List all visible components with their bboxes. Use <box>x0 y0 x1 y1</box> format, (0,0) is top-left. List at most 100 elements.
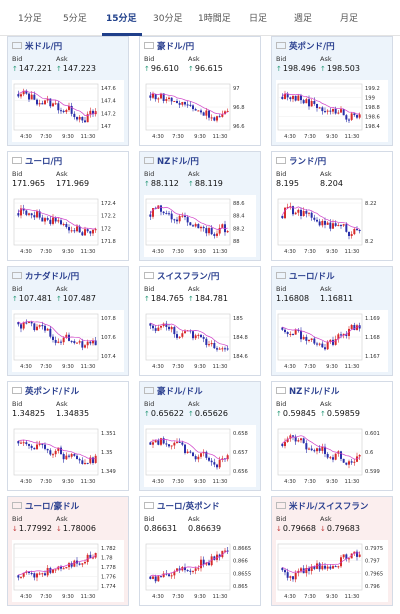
pair-name-link[interactable]: 豪ドル/ドル <box>157 386 203 397</box>
candlestick-chart[interactable]: 185 184.8 184.6 4:30 7:30 9:30 11:30 <box>144 310 256 372</box>
currency-card[interactable]: ユーロ/ドル Bid Ask 1.16808 1.16811 1.169 1.168 1.16… <box>271 266 393 376</box>
candle-body <box>70 230 73 232</box>
candlestick-chart[interactable]: 0.601 0.6 0.599 4:30 7:30 9:30 11:30 <box>276 425 388 487</box>
tab-0[interactable]: 1分足 <box>18 14 42 24</box>
tab-5[interactable]: 日足 <box>249 14 268 24</box>
candle-body <box>33 94 36 100</box>
currency-card[interactable]: 豪ドル/円 Bid Ask ↑96.610 ↑96.615 97 96.8 96.6 4:30 7… <box>139 36 261 146</box>
tab-1[interactable]: 5分足 <box>63 14 87 24</box>
currency-card[interactable]: ユーロ/豪ドル Bid Ask ↓1.77992 ↓1.78006 1.782 1.78 1.… <box>7 496 129 606</box>
ask-price: ↑198.503 <box>320 64 360 73</box>
pair-name-link[interactable]: ユーロ/ドル <box>289 271 335 282</box>
candle-body <box>345 115 348 120</box>
candlestick-chart[interactable]: 8.22 8.2 4:30 7:30 9:30 11:30 <box>276 195 388 257</box>
candlestick-chart[interactable]: 0.8665 0.866 0.8655 0.865 4:30 7:30 9:30 11:30 <box>144 540 256 602</box>
candle-body <box>348 231 350 236</box>
pair-name-link[interactable]: 米ドル/円 <box>25 41 63 52</box>
candle-body <box>76 226 78 232</box>
candle-body <box>324 347 326 350</box>
candle-body <box>350 553 353 559</box>
candlestick-chart[interactable]: 1.782 1.78 1.778 1.776 1.774 4:30 7:30 9:30 11:3… <box>12 540 124 602</box>
candle-body <box>154 576 157 582</box>
candlestick-chart[interactable]: 172.4 172.2 172 171.8 4:30 7:30 9:30 11:30 <box>12 195 124 257</box>
candlestick-chart[interactable]: 199.2 199 198.8 198.6 198.4 4:30 7:30 9:30 11:30 <box>276 80 388 142</box>
x-tick-label: 11:30 <box>213 594 228 600</box>
pair-name-link[interactable]: ユーロ/英ポンド <box>157 501 220 512</box>
candle-body <box>345 554 348 560</box>
candle-body <box>200 453 202 457</box>
pair-name-link[interactable]: NZドル/円 <box>157 156 199 167</box>
currency-card[interactable]: 米ドル/スイスフラン Bid Ask ↓0.79668 ↓0.79683 0.7975 0.… <box>271 496 393 606</box>
candle-body <box>60 341 62 343</box>
candlestick-chart[interactable]: 107.8 107.6 107.4 4:30 7:30 9:30 11:30 <box>12 310 124 372</box>
candle-body <box>22 442 25 444</box>
moving-average-line <box>281 206 360 230</box>
candle-body <box>332 339 334 345</box>
candle-body <box>294 329 297 335</box>
pair-name-link[interactable]: ユーロ/円 <box>25 156 63 167</box>
candle-body <box>89 110 92 115</box>
currency-card[interactable]: カナダドル/円 Bid Ask ↑107.481 ↑107.487 107.8 107.6 1… <box>7 266 129 376</box>
currency-card[interactable]: 英ポンド/円 Bid Ask ↑198.496 ↑198.503 199.2 199 198.… <box>271 36 393 146</box>
currency-card[interactable]: 豪ドル/ドル Bid Ask ↑0.65622 ↑0.65626 0.658 0.657 0.… <box>139 381 261 491</box>
currency-card[interactable]: NZドル/円 Bid Ask ↑88.112 ↑88.119 88.6 88.4 88.2 88… <box>139 151 261 261</box>
candlestick-chart[interactable]: 1.169 1.168 1.167 4:30 7:30 9:30 11:30 <box>276 310 388 372</box>
candle-body <box>178 568 181 571</box>
y-tick-label: 199.2 <box>365 86 380 92</box>
candlestick-chart[interactable]: 147.6 147.4 147.2 147 4:30 7:30 9:30 11:30 <box>12 80 124 142</box>
candle-body <box>213 234 216 236</box>
tab-7[interactable]: 月足 <box>340 14 359 24</box>
candlestick-chart[interactable]: 1.351 1.35 1.349 4:30 7:30 9:30 11:30 <box>12 425 124 487</box>
pair-name-link[interactable]: 豪ドル/円 <box>157 41 195 52</box>
up-arrow-icon: ↑ <box>188 295 194 303</box>
candlestick-chart[interactable]: 0.7975 0.797 0.7965 0.796 4:30 7:30 9:30 11:30 <box>276 540 388 602</box>
x-tick-label: 4:30 <box>284 134 296 140</box>
bid-label: Bid <box>276 170 287 178</box>
candle-body <box>81 116 84 121</box>
candle-body <box>292 95 294 100</box>
candle-body <box>313 338 316 344</box>
currency-card[interactable]: ユーロ/円 Bid Ask 171.965 171.969 172.4 172.2 172 17… <box>7 151 129 261</box>
pair-name-link[interactable]: 英ポンド/円 <box>289 41 335 52</box>
candle-body <box>149 214 152 217</box>
currency-card[interactable]: NZドル/ドル Bid Ask ↑0.59845 ↑0.59859 0.601 0.6 0.5… <box>271 381 393 491</box>
candle-body <box>94 229 97 231</box>
candle-body <box>356 115 358 118</box>
pair-name-link[interactable]: ユーロ/豪ドル <box>25 501 80 512</box>
tab-4[interactable]: 1時間足 <box>198 14 231 24</box>
candle-body <box>157 576 160 582</box>
currency-card[interactable]: ランド/円 Bid Ask 8.195 8.204 8.22 8.2 4:30 7:30 9:30… <box>271 151 393 261</box>
x-tick-label: 11:30 <box>81 594 96 600</box>
pair-name-link[interactable]: 米ドル/スイスフラン <box>289 501 369 512</box>
pair-name-link[interactable]: カナダドル/円 <box>25 271 80 282</box>
x-tick-label: 7:30 <box>172 249 184 255</box>
candle-body <box>25 90 28 94</box>
pair-name-link[interactable]: 英ポンド/ドル <box>25 386 80 397</box>
tab-3[interactable]: 30分足 <box>153 14 183 24</box>
currency-card[interactable]: 米ドル/円 Bid Ask ↑147.221 ↑147.223 147.6 147.4 147… <box>7 36 129 146</box>
candle-body <box>165 443 168 445</box>
tab-6[interactable]: 週足 <box>294 14 313 24</box>
candlestick-chart[interactable]: 0.658 0.657 0.656 4:30 7:30 9:30 11:30 <box>144 425 256 487</box>
currency-card[interactable]: ユーロ/英ポンド Bid Ask 0.86631 0.86639 0.8665 0.866 0… <box>139 496 261 606</box>
currency-card[interactable]: スイスフラン/円 Bid Ask ↑184.765 ↑184.781 185 184.8 18… <box>139 266 261 376</box>
candle-body <box>218 116 221 118</box>
candle-body <box>326 222 329 225</box>
pair-name-link[interactable]: NZドル/ドル <box>289 386 340 397</box>
pair-name-link[interactable]: ランド/円 <box>289 156 327 167</box>
candle-body <box>216 348 218 350</box>
x-tick-label: 11:30 <box>345 249 360 255</box>
x-tick-label: 7:30 <box>172 134 184 140</box>
candle-body <box>337 225 340 227</box>
y-tick-label: 1.349 <box>101 469 116 475</box>
currency-card[interactable]: 英ポンド/ドル Bid Ask 1.34825 1.34835 1.351 1.35 1.34… <box>7 381 129 491</box>
candle-body <box>297 329 300 331</box>
tab-2[interactable]: 15分足 <box>106 14 137 24</box>
pair-name-link[interactable]: スイスフラン/円 <box>157 271 220 282</box>
candle-body <box>281 443 284 447</box>
candle-body <box>286 332 289 335</box>
candlestick-chart[interactable]: 97 96.8 96.6 4:30 7:30 9:30 11:30 <box>144 80 256 142</box>
candle-body <box>308 99 310 107</box>
flag-icon <box>276 272 286 279</box>
candlestick-chart[interactable]: 88.6 88.4 88.2 88 4:30 7:30 9:30 11:30 <box>144 195 256 257</box>
